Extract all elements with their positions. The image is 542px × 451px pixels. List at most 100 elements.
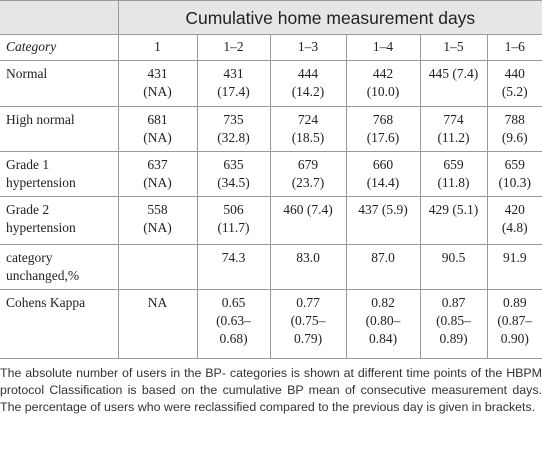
table-row: Grade 2 hypertension 558 (NA) 506 (11.7) 460 (… <box>0 196 542 245</box>
cell-line: Grade 1 <box>6 157 50 172</box>
table-cell: NA <box>117 289 198 359</box>
cell-line: (0.80– <box>365 313 401 328</box>
cell-line: (0.85– <box>436 313 471 328</box>
cell-line: 90.5 <box>441 250 466 265</box>
cell-line: (23.7) <box>291 175 325 190</box>
cell-line: (34.5) <box>217 175 250 190</box>
cell-line: (NA) <box>143 130 172 145</box>
cell-line: 460 (7.4) <box>283 202 333 217</box>
table-cell: 431 (NA) <box>117 60 198 107</box>
column-header: 1 <box>117 34 198 61</box>
cell-line: 0.82 <box>371 295 395 310</box>
cell-line: 558 <box>147 202 168 217</box>
cell-line: hypertension <box>6 220 76 235</box>
cell-line: 735 <box>223 112 244 127</box>
cell-line: 445 (7.4) <box>428 66 479 81</box>
table-cell: 679 (23.7) <box>269 151 347 197</box>
cell-line: category <box>6 250 53 265</box>
table-cell: 431 (17.4) <box>196 60 271 107</box>
table-row: Cohens Kappa NA 0.65 (0.63– 0.68) 0.77 (0.75– 0… <box>0 289 542 359</box>
table-cell: 83.0 <box>269 244 347 290</box>
table-row: category unchanged,% 74.3 83.0 87.0 90.5 91.9 <box>0 244 542 290</box>
cell-line: (10.3) <box>498 175 532 190</box>
column-header: 1–2 <box>196 34 271 61</box>
table-cell: 681 (NA) <box>117 106 198 152</box>
cell-line: 506 <box>223 202 244 217</box>
cell-line: (17.4) <box>217 84 250 99</box>
cell-line: 768 <box>372 112 394 127</box>
table-row: Grade 1 hypertension 637 (NA) 635 (34.5) 679 (2… <box>0 151 542 197</box>
table-cell: 444 (14.2) <box>269 60 347 107</box>
cell-line: (11.7) <box>217 220 250 235</box>
cell-line: 0.79) <box>293 331 323 346</box>
cell-line: Normal <box>6 66 48 81</box>
row-label: category unchanged,% <box>0 244 119 290</box>
cell-line: (0.63– <box>216 313 251 328</box>
cell-line: NA <box>147 295 168 310</box>
cell-line: Grade 2 <box>6 202 50 217</box>
row-label: Grade 1 hypertension <box>0 151 119 197</box>
column-header: 1–5 <box>419 34 488 61</box>
table-cell: 0.87 (0.85– 0.89) <box>419 289 488 359</box>
table-row: High normal 681 (NA) 735 (32.8) 724 (18.5) 768 (… <box>0 106 542 152</box>
cell-line: 774 <box>443 112 464 127</box>
table-cell <box>117 244 198 290</box>
cell-line: (14.4) <box>366 175 400 190</box>
column-header: 1–3 <box>269 34 347 61</box>
cell-line: (0.87– <box>497 313 533 328</box>
caption: The absolute number of users in the BP- … <box>0 366 542 414</box>
cell-line: (17.6) <box>366 130 400 145</box>
cell-line: 679 <box>297 157 319 172</box>
table-cell: 0.89 (0.87– 0.90) <box>486 289 542 359</box>
cell-line: 74.3 <box>221 250 246 265</box>
cell-line: 0.87 <box>441 295 466 310</box>
cell-line: unchanged,% <box>6 268 80 283</box>
cell-line: (NA) <box>143 175 172 190</box>
data-table: Cumulative home measurement days Categor… <box>0 0 542 359</box>
table-cell: 0.82 (0.80– 0.84) <box>345 289 421 359</box>
cell-line: 420 (4.8) <box>501 202 528 235</box>
cell-line: 0.89 <box>502 295 527 310</box>
cell-line: 87.0 <box>371 250 395 265</box>
cell-line: 724 <box>297 112 319 127</box>
cell-line: (11.2) <box>437 130 470 145</box>
table-cell: 788 (9.6) <box>486 106 542 152</box>
row-label: Grade 2 hypertension <box>0 196 119 245</box>
cell-line: 659 <box>504 157 525 172</box>
table-cell: 506 (11.7) <box>196 196 271 245</box>
cell-line: (10.0) <box>366 84 400 99</box>
cell-line: hypertension <box>6 175 76 190</box>
cell-line: (0.75– <box>290 313 326 328</box>
column-header-row: Category 1 1–2 1–3 1–4 1–5 1–6 <box>0 34 542 61</box>
cell-line: 429 (5.1) <box>428 202 479 217</box>
cell-line: 431 <box>223 66 244 81</box>
cell-line: 637 <box>147 157 168 172</box>
table-cell: 659 (11.8) <box>419 151 488 197</box>
cell-line: (18.5) <box>291 130 325 145</box>
row-label: Cohens Kappa <box>0 289 119 359</box>
table-cell: 445 (7.4) <box>419 60 488 107</box>
column-header: 1–6 <box>486 34 542 61</box>
table-cell: 442 (10.0) <box>345 60 421 107</box>
cell-line: 440 (5.2) <box>501 66 528 99</box>
cell-line: 442 <box>372 66 394 81</box>
cell-line: 83.0 <box>296 250 320 265</box>
cell-line: (14.2) <box>291 84 325 99</box>
header-title: Cumulative home measurement days <box>117 0 542 35</box>
cell-line: (32.8) <box>217 130 250 145</box>
table-cell: 91.9 <box>486 244 542 290</box>
cell-line: 635 <box>223 157 244 172</box>
table-cell: 724 (18.5) <box>269 106 347 152</box>
table-cell: 429 (5.1) <box>419 196 488 245</box>
table-cell: 90.5 <box>419 244 488 290</box>
table-cell: 774 (11.2) <box>419 106 488 152</box>
row-label: High normal <box>0 106 119 152</box>
cell-line: (11.8) <box>437 175 470 190</box>
cell-line: 788 (9.6) <box>501 112 528 145</box>
table-cell: 659 (10.3) <box>486 151 542 197</box>
cell-line: 660 <box>372 157 394 172</box>
column-header: Category <box>0 34 119 61</box>
cell-line: 0.68) <box>219 331 248 346</box>
table-cell: 768 (17.6) <box>345 106 421 152</box>
